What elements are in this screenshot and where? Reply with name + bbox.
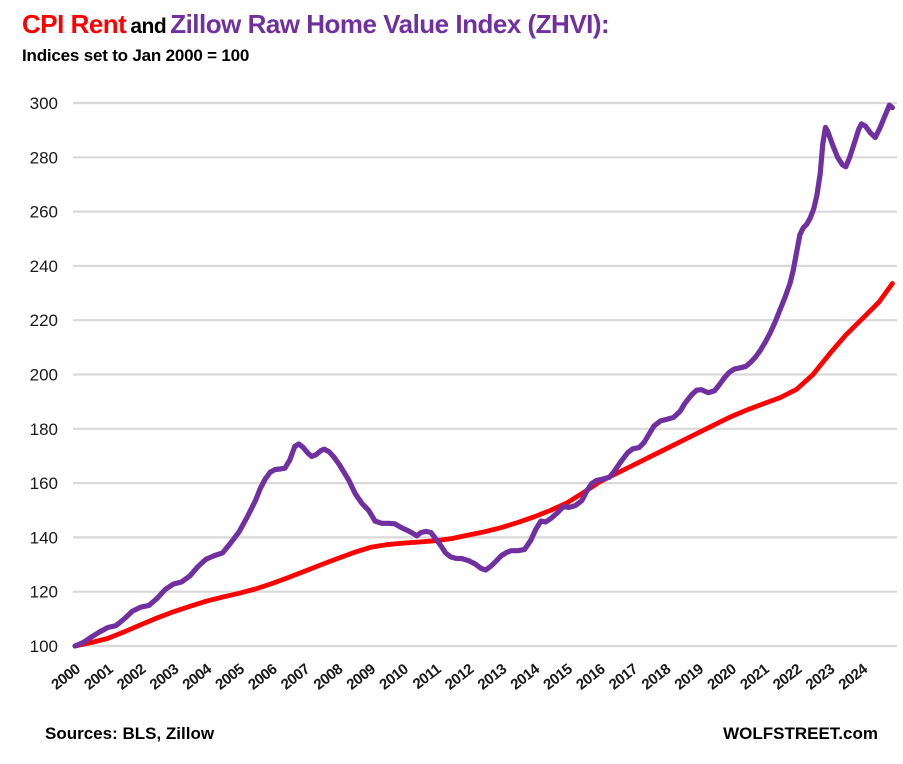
wolfstreet-brand: WOLFSTREET.com bbox=[723, 724, 878, 743]
x-axis-label: 2014 bbox=[507, 660, 543, 693]
x-axis-label: 2024 bbox=[835, 660, 871, 693]
x-axis-label: 2001 bbox=[81, 661, 116, 694]
x-axis-label: 2004 bbox=[179, 660, 215, 693]
zhvi-line bbox=[72, 102, 896, 649]
x-axis-label: 2008 bbox=[311, 661, 346, 694]
sources-note: Sources: BLS, Zillow bbox=[45, 724, 215, 743]
x-axis-label: 2019 bbox=[671, 661, 706, 694]
y-axis-label: 300 bbox=[30, 94, 58, 113]
y-axis-label: 280 bbox=[30, 148, 58, 167]
x-axis-label: 2006 bbox=[245, 661, 280, 694]
x-axis-label: 2017 bbox=[606, 661, 641, 694]
x-axis-label: 2023 bbox=[803, 661, 838, 694]
x-axis-label: 2005 bbox=[212, 661, 247, 694]
page-title: CPI Rent and Zillow Raw Home Value Index (… bbox=[22, 9, 610, 40]
x-axis-label: 2018 bbox=[639, 661, 674, 694]
y-axis-label: 200 bbox=[30, 366, 58, 385]
y-axis-label: 260 bbox=[30, 203, 58, 222]
y-axis-label: 140 bbox=[30, 528, 58, 547]
chart-subtitle: Indices set to Jan 2000 = 100 bbox=[22, 45, 250, 65]
x-axis-label: 2010 bbox=[376, 661, 411, 694]
y-axis-label: 160 bbox=[30, 474, 58, 493]
x-axis-labels: 2000200120022003200420052006200720082009… bbox=[48, 660, 871, 693]
x-axis-label: 2021 bbox=[737, 661, 772, 694]
x-axis-label: 2022 bbox=[770, 661, 805, 694]
title-cpi-rent: CPI Rent bbox=[22, 9, 127, 39]
y-axis-label: 100 bbox=[30, 637, 58, 656]
y-axis-label: 240 bbox=[30, 257, 58, 276]
y-axis-label: 220 bbox=[30, 311, 58, 330]
chart-header: CPI Rent and Zillow Raw Home Value Index (… bbox=[22, 9, 610, 65]
series-lines bbox=[72, 102, 896, 649]
cpi-rent-line bbox=[72, 281, 895, 649]
x-axis-label: 2016 bbox=[573, 661, 608, 694]
title-zhvi: Zillow Raw Home Value Index (ZHVI): bbox=[170, 9, 610, 39]
x-axis-label: 2015 bbox=[540, 661, 575, 694]
x-axis-label: 2012 bbox=[442, 661, 477, 694]
x-axis-label: 2020 bbox=[704, 661, 739, 694]
y-axis-label: 180 bbox=[30, 420, 58, 439]
x-axis-label: 2009 bbox=[343, 661, 378, 694]
title-and: and bbox=[130, 15, 167, 38]
x-axis-label: 2002 bbox=[114, 661, 149, 694]
x-axis-label: 2007 bbox=[278, 661, 313, 694]
y-axis-label: 120 bbox=[30, 583, 58, 602]
x-axis-label: 2000 bbox=[48, 661, 83, 694]
y-axis-labels: 100 120 140 160 180 200 220 240 260 280 300 bbox=[30, 94, 58, 656]
gridlines bbox=[73, 101, 897, 648]
x-axis-label: 2011 bbox=[410, 661, 445, 693]
x-axis-label: 2003 bbox=[147, 661, 182, 694]
x-axis-label: 2013 bbox=[475, 661, 510, 694]
